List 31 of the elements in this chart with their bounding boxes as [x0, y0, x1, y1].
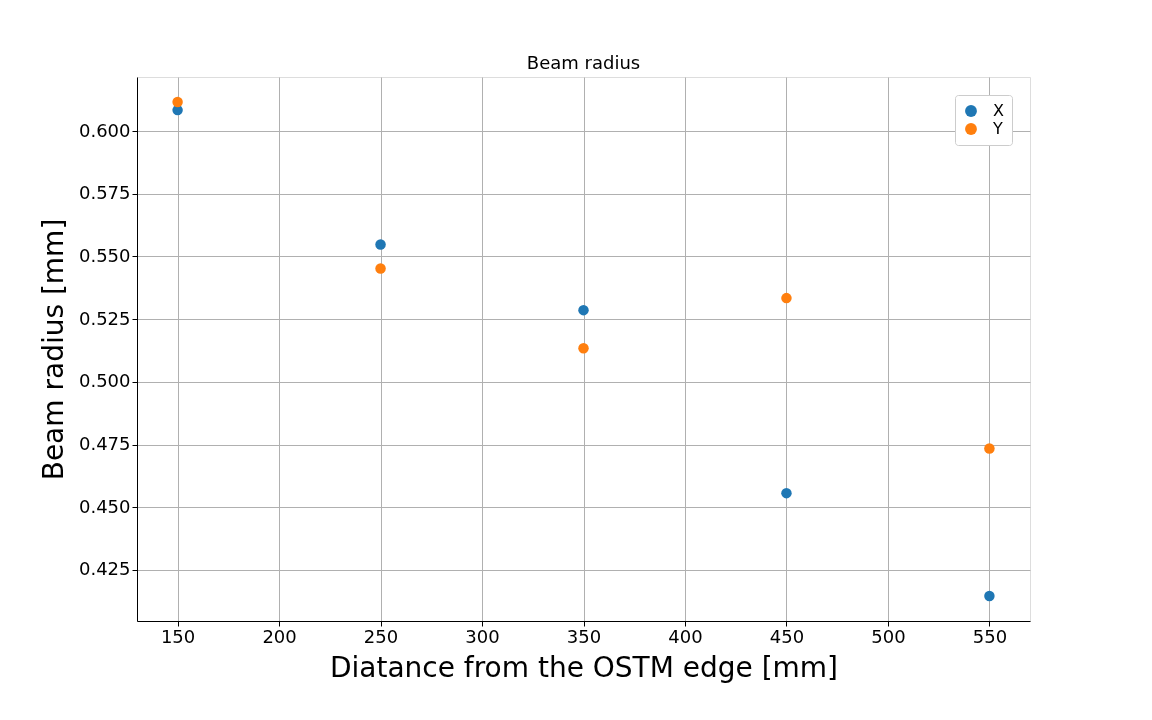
y-tick-label: 0.500 — [78, 370, 131, 392]
point — [984, 590, 995, 602]
x-tick-label: 350 — [566, 625, 602, 647]
point — [578, 304, 589, 316]
y-tick-label: 0.525 — [78, 307, 131, 329]
y-axis-title: Beam radius [mm] — [36, 218, 70, 481]
y-tick-label: 0.475 — [78, 433, 131, 455]
point — [578, 343, 589, 354]
x-axis-title: Diatance from the OSTM edge [mm] — [329, 650, 839, 684]
legend-label: Y — [992, 119, 1003, 138]
x-tick-label: 450 — [769, 625, 805, 647]
y-tick-label: 0.550 — [78, 244, 131, 266]
point — [375, 239, 386, 250]
x-tick-label: 200 — [262, 625, 297, 647]
legend-label: X — [993, 101, 1004, 120]
point — [781, 292, 792, 304]
y-tick-label: 0.575 — [78, 182, 131, 204]
chart-title: Beam radius — [526, 52, 641, 73]
y-tick-label: 0.425 — [78, 558, 131, 580]
point — [172, 96, 183, 108]
y-tick-label: 0.600 — [78, 119, 131, 141]
x-tick-label: 550 — [972, 625, 1008, 647]
x-tick-label: 250 — [363, 625, 399, 647]
y-tick-label: 0.450 — [78, 495, 131, 517]
x-tick-label: 150 — [160, 625, 196, 647]
point — [984, 443, 995, 454]
x-tick-label: 500 — [871, 625, 906, 647]
point — [781, 487, 792, 499]
point — [375, 263, 386, 274]
x-tick-label: 400 — [668, 625, 703, 647]
x-tick-label: 300 — [465, 625, 500, 647]
